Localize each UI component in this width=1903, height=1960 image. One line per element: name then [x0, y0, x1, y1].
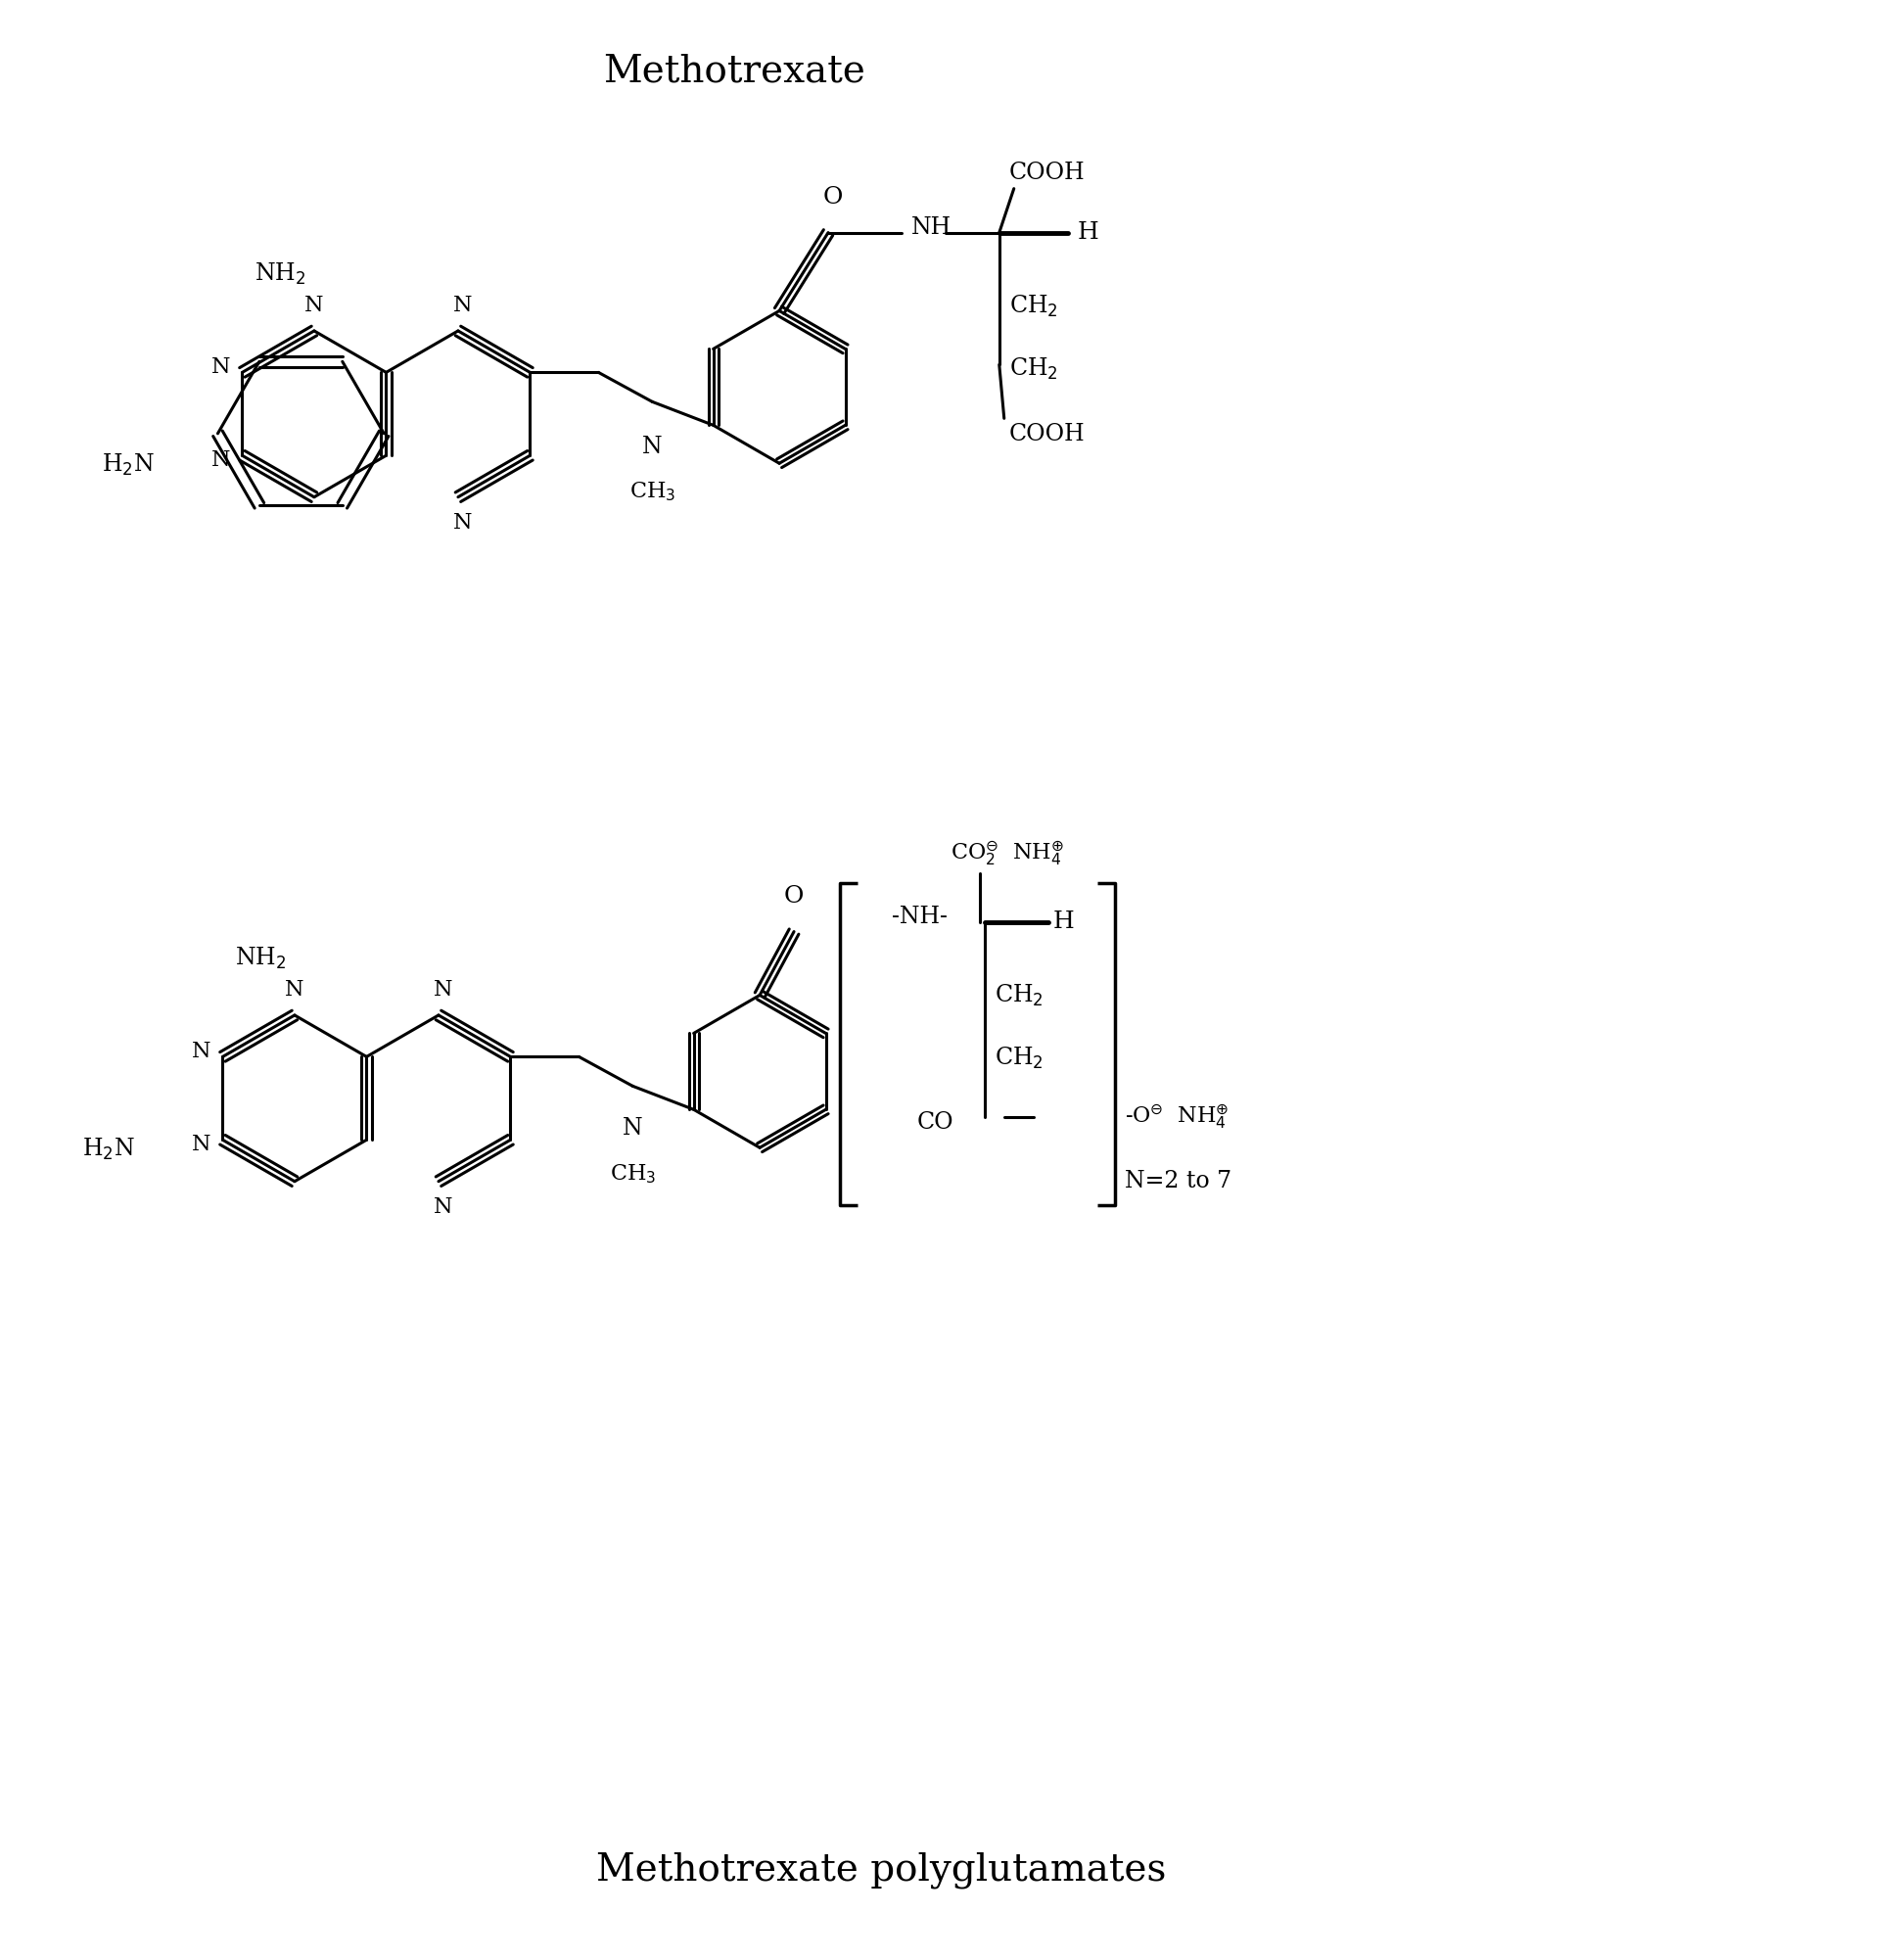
Text: CH$_2$: CH$_2$ — [995, 982, 1043, 1007]
Text: N: N — [285, 978, 304, 1000]
Text: COOH: COOH — [1009, 423, 1085, 445]
Text: H: H — [1052, 911, 1075, 933]
Text: N: N — [304, 294, 324, 316]
Text: -O$^{\ominus}$  NH$_4^{\oplus}$: -O$^{\ominus}$ NH$_4^{\oplus}$ — [1125, 1103, 1229, 1131]
Text: CH$_3$: CH$_3$ — [609, 1162, 657, 1186]
Text: NH$_2$: NH$_2$ — [234, 945, 285, 972]
Text: -NH-: -NH- — [893, 906, 948, 929]
Text: O: O — [784, 884, 803, 907]
Text: CO$_2^{\ominus}$  NH$_4^{\oplus}$: CO$_2^{\ominus}$ NH$_4^{\oplus}$ — [950, 839, 1064, 868]
Text: Methotrexate: Methotrexate — [603, 53, 866, 90]
Text: N: N — [453, 512, 472, 533]
Text: CH$_2$: CH$_2$ — [1009, 294, 1058, 319]
Text: CO: CO — [917, 1111, 953, 1133]
Text: H$_2$N: H$_2$N — [101, 453, 154, 478]
Text: N: N — [453, 294, 472, 316]
Text: N: N — [211, 357, 230, 378]
Text: N: N — [192, 1135, 211, 1156]
Text: N: N — [622, 1117, 643, 1141]
Text: N: N — [434, 1196, 453, 1217]
Text: N: N — [641, 435, 662, 459]
Text: H: H — [1077, 221, 1098, 243]
Text: CH$_2$: CH$_2$ — [1009, 357, 1058, 382]
Text: CH$_3$: CH$_3$ — [630, 480, 676, 504]
Text: N=2 to 7: N=2 to 7 — [1125, 1170, 1231, 1192]
Text: N: N — [211, 449, 230, 470]
Text: NH$_2$: NH$_2$ — [255, 261, 306, 286]
Text: CH$_2$: CH$_2$ — [995, 1047, 1043, 1072]
Text: N: N — [434, 978, 453, 1000]
Text: NH: NH — [912, 216, 952, 239]
Text: COOH: COOH — [1009, 161, 1085, 184]
Text: N: N — [192, 1041, 211, 1062]
Text: O: O — [824, 186, 843, 208]
Text: H$_2$N: H$_2$N — [82, 1137, 135, 1162]
Text: Methotrexate polyglutamates: Methotrexate polyglutamates — [596, 1852, 1167, 1889]
